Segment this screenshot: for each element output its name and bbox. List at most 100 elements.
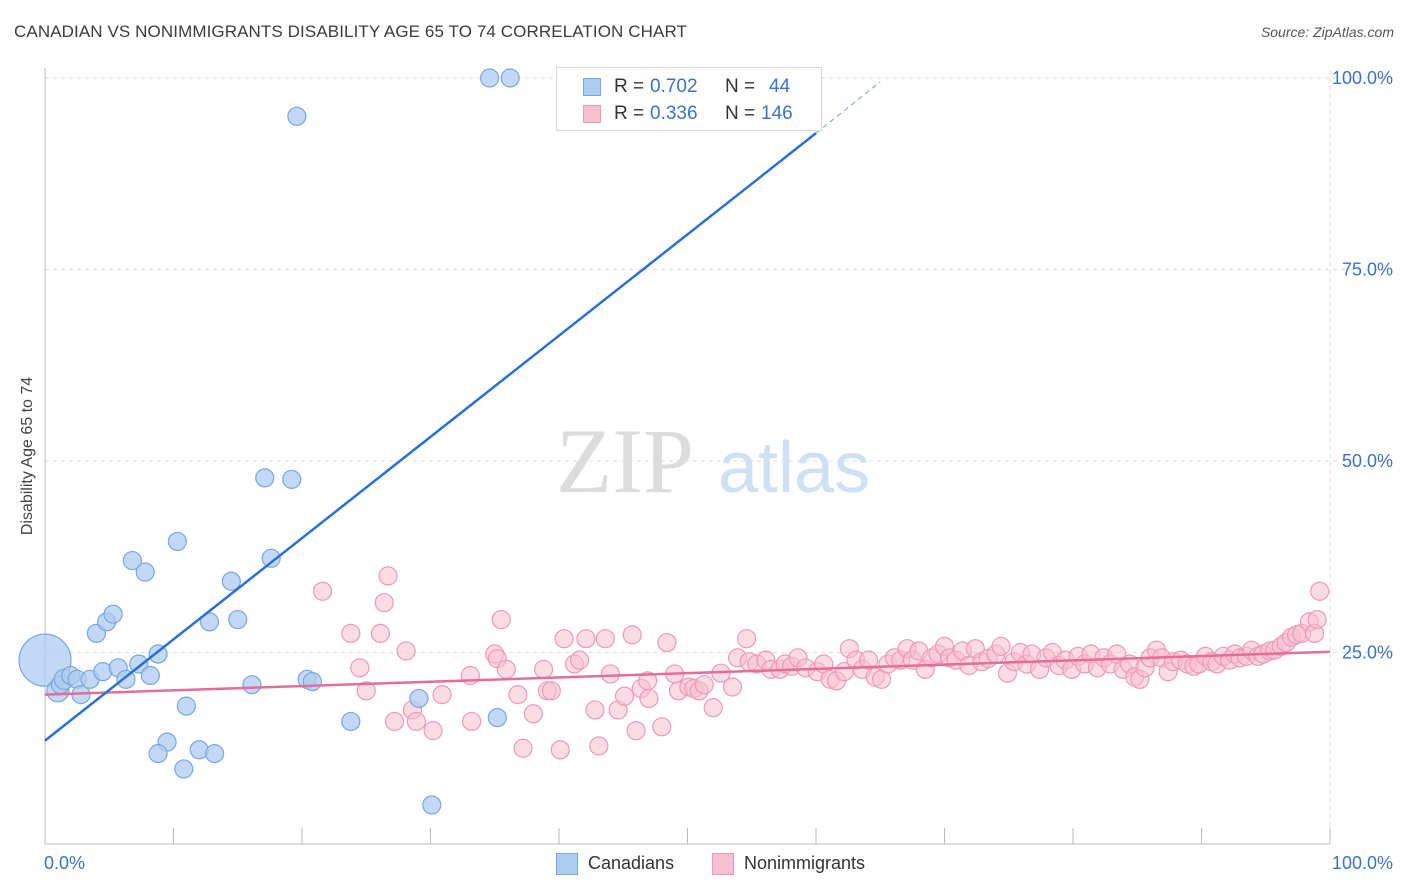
nonimmigrants-point: [432, 685, 452, 705]
canadians-n-value: 44: [769, 76, 791, 97]
nonimmigrants-point: [589, 736, 609, 756]
trend-lines: [44, 81, 1331, 742]
nonimmigrants-point: [1307, 609, 1327, 630]
canadians-point: [129, 654, 149, 674]
canadians-point: [341, 711, 361, 732]
nonimmigrants-point: [350, 658, 370, 678]
nonimmigrants-point: [513, 738, 533, 758]
nonimmigrants-point: [541, 681, 561, 701]
nonimmigrants-point: [508, 685, 528, 705]
nonimmigrants-point: [554, 629, 574, 649]
legend-row-canadians: R = 0.702 N = 44: [557, 75, 821, 101]
canadians-point: [242, 675, 262, 695]
nonimmigrants-point: [722, 677, 743, 697]
nonimmigrants-point: [423, 721, 443, 741]
nonimmigrants-legend-swatch: [712, 853, 734, 875]
nonimmigrants-point: [614, 686, 635, 706]
zipatlas-watermark: ZIP atlas: [556, 410, 870, 512]
watermark-zip: ZIP: [556, 410, 694, 512]
y-tick-label: 50.0%: [1342, 451, 1393, 471]
nonimmigrants-point: [378, 566, 398, 586]
nonimmigrants-legend-label: Nonimmigrants: [744, 853, 866, 873]
nonimmigrants-point: [312, 581, 333, 601]
chart-title: CANADIAN VS NONIMMIGRANTS DISABILITY AGE…: [14, 22, 688, 41]
nonimmigrants-r-value: 0.336: [650, 103, 698, 124]
nonimmigrants-point: [341, 623, 361, 643]
canadians-point: [302, 672, 322, 692]
canadians-point: [221, 571, 241, 591]
nonimmigrants-point: [533, 659, 554, 679]
canadians-point: [287, 106, 307, 126]
canadians-point: [487, 708, 507, 728]
canadians-legend-swatch: [556, 853, 578, 875]
nonimmigrants-point: [576, 629, 596, 649]
canadians-point: [103, 604, 123, 624]
nonimmigrants-point: [569, 650, 590, 670]
nonimmigrants-point: [496, 659, 516, 679]
canadians-point: [148, 744, 168, 764]
tick-labels: 25.0% 50.0% 75.0% 100.0% 0.0% 100.0%: [44, 68, 1393, 873]
canadians-point: [174, 759, 194, 779]
source-label: Source: ZipAtlas.com: [1260, 24, 1394, 40]
y-tick-label: 25.0%: [1342, 643, 1393, 663]
axes: [44, 68, 1331, 845]
nonimmigrants-point: [1310, 581, 1330, 601]
canadians-trend-extension: [815, 81, 881, 134]
nonimmigrants-point: [374, 593, 394, 613]
canadians-point: [480, 68, 500, 88]
canadians-point: [199, 612, 220, 632]
y-tick-label: 100.0%: [1332, 68, 1393, 88]
x-tick-label: 0.0%: [44, 853, 85, 873]
legend-n-label: N =: [725, 103, 756, 124]
canadians-trend-line: [44, 132, 817, 742]
nonimmigrants-point: [657, 632, 677, 653]
nonimmigrants-swatch: [583, 105, 601, 123]
correlation-legend: R = 0.702 N = 44 R = 0.336 N = 146: [556, 67, 822, 131]
canadians-point: [205, 744, 225, 764]
nonimmigrants-point: [523, 704, 543, 724]
canadians-point: [135, 562, 155, 582]
canadians-point: [176, 696, 196, 716]
nonimmigrants-trend-line: [44, 650, 1331, 696]
legend-row-nonimmigrants: R = 0.336 N = 146: [557, 102, 821, 128]
canadians-point: [500, 68, 520, 88]
nonimmigrants-point: [622, 625, 642, 645]
nonimmigrants-point: [703, 698, 723, 718]
series-legend: Canadians Nonimmigrants: [0, 851, 1406, 877]
canadians-point: [167, 531, 187, 552]
canadians-point: [140, 665, 160, 686]
canadians-r-value: 0.702: [650, 76, 698, 97]
nonimmigrants-point: [396, 641, 416, 661]
nonimmigrants-point: [859, 650, 879, 670]
x-tick-label: 100.0%: [1332, 853, 1393, 873]
legend-r-label: R =: [614, 103, 645, 124]
nonimmigrants-point: [694, 675, 714, 695]
nonimmigrants-point: [406, 711, 426, 732]
nonimmigrants-point: [462, 711, 482, 732]
nonimmigrants-point: [585, 700, 605, 720]
nonimmigrants-n-value: 146: [761, 103, 793, 124]
nonimmigrants-point: [491, 609, 511, 630]
canadians-point: [422, 795, 442, 815]
nonimmigrants-point: [595, 629, 615, 649]
canadians-point: [255, 468, 275, 488]
canadians-point: [261, 548, 281, 568]
nonimmigrants-point: [550, 740, 570, 760]
nonimmigrants-point: [737, 629, 757, 649]
canadians-legend-label: Canadians: [588, 853, 675, 873]
legend-r-label: R =: [614, 76, 645, 97]
canadians-swatch: [583, 78, 601, 96]
watermark-atlas: atlas: [718, 428, 870, 508]
nonimmigrants-point: [600, 664, 621, 684]
canadians-point: [122, 550, 142, 571]
y-tick-label: 75.0%: [1342, 260, 1393, 280]
nonimmigrants-point: [652, 717, 672, 737]
nonimmigrants-point: [991, 636, 1011, 656]
canadians-point: [228, 609, 248, 630]
canadians-point: [409, 688, 429, 709]
nonimmigrants-point: [384, 711, 405, 732]
nonimmigrants-point: [356, 681, 376, 701]
nonimmigrants-point: [370, 623, 390, 643]
nonimmigrants-point: [639, 688, 659, 709]
